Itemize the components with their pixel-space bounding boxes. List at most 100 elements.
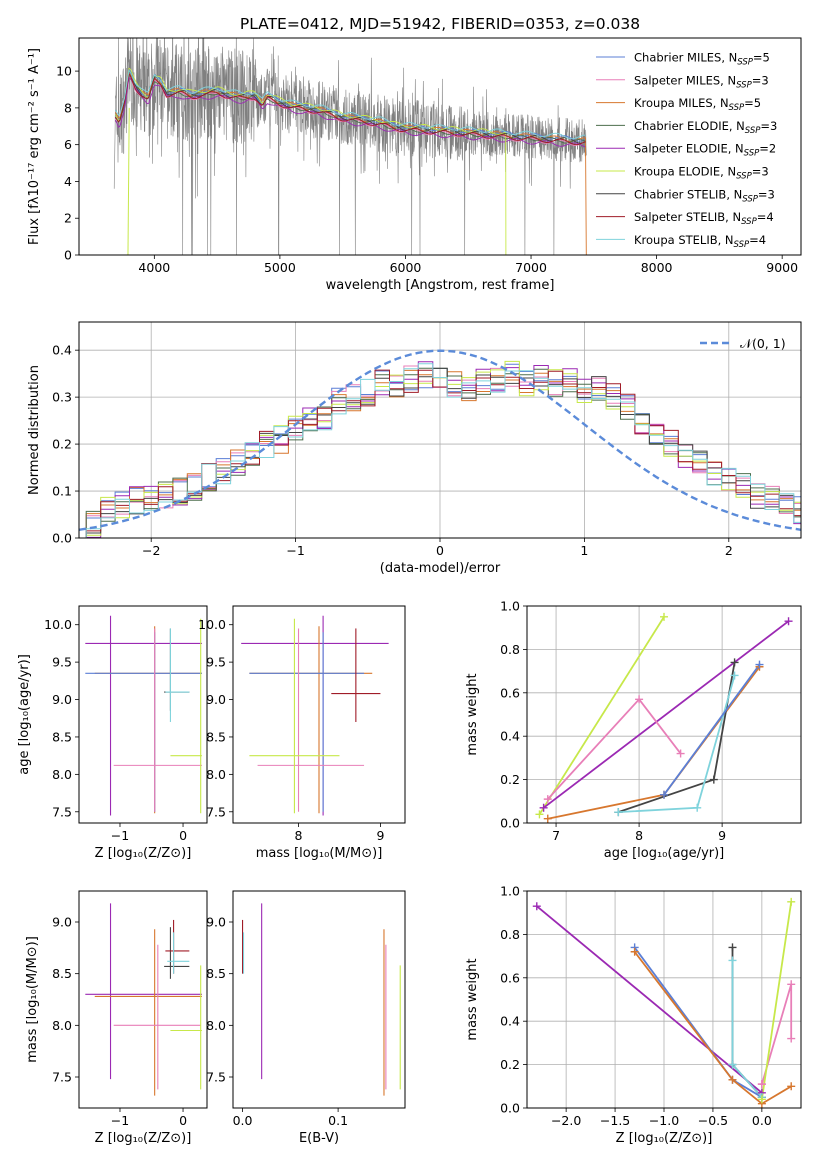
y-tick-label: 0.2 — [500, 1057, 520, 1072]
x-tick-label: 1 — [580, 543, 588, 558]
legend-label-main: Chabrier STELIB, N — [634, 187, 742, 201]
legend-label-sub: SSP — [745, 126, 761, 136]
y-tick-label: 0 — [64, 248, 72, 263]
axes-0: 4000 5000 6000 7000 8000 9000 0 2 4 6 8 10 wavelengt… — [27, 37, 802, 293]
data-point-marker — [755, 660, 764, 669]
x-tick-label: −2.0 — [551, 1113, 581, 1128]
data-point-marker — [660, 790, 668, 799]
x-tick-label: 0 — [179, 828, 187, 843]
histogram-series — [79, 369, 801, 538]
legend-label-tail: =4 — [757, 210, 774, 224]
y-tick-label: 7.5 — [206, 1070, 226, 1085]
x-tick-label: −1 — [111, 1113, 129, 1128]
data-point-marker — [543, 795, 552, 804]
figure-title: PLATE=0412, MJD=51942, FIBERID=0353, z=0… — [240, 15, 640, 33]
y-tick-label: 2 — [64, 211, 72, 226]
x-tick-label: 5000 — [264, 260, 296, 275]
mass-weight-line — [536, 905, 763, 1094]
legend-label-main: Salpeter STELIB, N — [634, 210, 741, 224]
y-tick-label: 7.5 — [52, 1070, 72, 1085]
y-tick-label: 9.0 — [206, 915, 226, 930]
observed-spectrum — [113, 38, 587, 255]
y-tick-label: 0.6 — [500, 685, 520, 700]
legend-label-sub: SSP — [744, 149, 760, 159]
x-tick-label: 9 — [376, 828, 384, 843]
x-axis-label: (data-model)/error — [380, 561, 501, 576]
axes-3: 8 9 7.5 8.0 8.5 9.0 9.5 10.0 mass [log₁₀(M/M⊙)] — [198, 605, 406, 861]
y-tick-label: 0.8 — [500, 642, 520, 657]
x-axis-label: mass [log₁₀(M/M⊙)] — [256, 846, 383, 861]
normal-curve — [79, 349, 801, 531]
data-point-marker — [728, 1075, 737, 1084]
mass-weight-line — [547, 697, 682, 800]
x-tick-label: 6000 — [390, 260, 422, 275]
data-point-marker — [787, 897, 796, 906]
y-tick-label: 8.5 — [206, 729, 226, 744]
mass-weight-line — [731, 960, 763, 1098]
series-line — [115, 69, 586, 140]
y-tick-label: 8 — [64, 100, 72, 115]
legend-label: Salpeter ELODIE, NSSP=2 — [634, 142, 776, 159]
axes-frame — [526, 890, 802, 1109]
legend-label-sub: SSP — [736, 80, 752, 90]
legend-label: Chabrier MILES, NSSP=5 — [634, 51, 770, 68]
axes-5: −1 0 7.5 8.0 8.5 9.0 Z [log₁₀(Z/Z⊙)] mass [log₁… — [25, 890, 208, 1146]
data-point-marker — [784, 617, 793, 626]
x-tick-label: 0 — [436, 543, 444, 558]
x-tick-label: 0.0 — [233, 1113, 253, 1128]
axes-2: −1 0 7.5 8.0 8.5 9.0 9.5 10.0 Z [log₁₀(Z/Z⊙)] age… — [17, 605, 208, 861]
y-tick-label: 8.0 — [52, 767, 72, 782]
y-tick-label: 8.5 — [206, 966, 226, 981]
y-tick-label: 0.6 — [500, 970, 520, 985]
legend-label-main: Kroupa ELODIE, N — [634, 165, 736, 179]
x-axis-label: Z [log₁₀(Z/Z⊙)] — [95, 846, 192, 861]
y-tick-label: 0.8 — [500, 927, 520, 942]
plot-area — [242, 903, 401, 1096]
series-line — [115, 72, 586, 146]
y-tick-label: 0.4 — [500, 1014, 520, 1029]
x-tick-label: −1.0 — [649, 1113, 679, 1128]
legend-label-tail: =3 — [760, 119, 777, 133]
data-point-marker — [535, 810, 544, 819]
legend-label-tail: =2 — [759, 142, 776, 156]
x-tick-label: 8000 — [641, 260, 673, 275]
y-tick-label: 9.0 — [206, 692, 226, 707]
data-point-marker — [730, 671, 739, 680]
legend-label-main: Kroupa STELIB, N — [634, 233, 734, 247]
legend-label-sub: SSP — [729, 103, 745, 113]
y-tick-label: 8.0 — [206, 767, 226, 782]
x-tick-label: −1 — [111, 828, 129, 843]
y-tick-label: 0.2 — [500, 772, 520, 787]
axes-frame — [78, 321, 802, 539]
y-tick-label: 8.5 — [52, 966, 72, 981]
axes-6: 0.0 0.1 7.5 8.0 8.5 9.0 E(B-V) — [206, 890, 406, 1146]
y-tick-label: 10.0 — [198, 617, 226, 632]
y-tick-label: 0.2 — [52, 437, 72, 452]
y-tick-label: 9.5 — [52, 655, 72, 670]
x-axis-label: Z [log₁₀(Z/Z⊙)] — [95, 1131, 192, 1146]
data-point-marker — [532, 902, 541, 911]
legend-label: Kroupa ELODIE, NSSP=3 — [634, 165, 769, 182]
y-tick-label: 0.4 — [52, 343, 72, 358]
mass-weight-line — [543, 620, 790, 809]
y-tick-label: 0.4 — [500, 729, 520, 744]
y-tick-label: 1.0 — [500, 599, 520, 614]
axes-7: −2.0 −1.5 −1.0 −0.5 0.0 0.0 0.2 0.4 0.6 0.8 1.0 Z [… — [465, 884, 802, 1146]
plot-area — [538, 616, 790, 820]
x-tick-label: 7000 — [515, 260, 547, 275]
legend-label: Kroupa MILES, NSSP=5 — [634, 96, 761, 113]
y-tick-label: 0.1 — [52, 484, 72, 499]
y-axis-label: age [log₁₀(age/yr)] — [17, 654, 32, 775]
legend-label-sub: SSP — [737, 58, 753, 68]
axes-frame — [78, 890, 208, 1109]
axes-frame — [78, 605, 208, 824]
data-point-marker — [757, 1080, 766, 1089]
data-point-marker — [728, 943, 737, 952]
axes-4: 7 8 9 0.0 0.2 0.4 0.6 0.8 1.0 age [log₁₀(age/yr)]… — [465, 599, 802, 861]
data-point-marker — [660, 612, 668, 621]
x-tick-label: −0.5 — [698, 1113, 728, 1128]
y-tick-label: 9.5 — [206, 655, 226, 670]
y-axis-label: Normed distribution — [27, 365, 42, 495]
